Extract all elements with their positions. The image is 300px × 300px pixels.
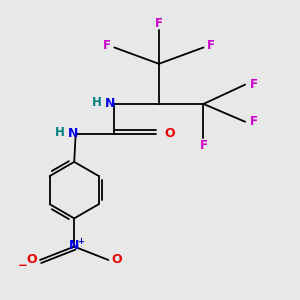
Text: F: F [155,16,163,30]
Text: F: F [207,40,215,52]
Text: N: N [68,127,78,140]
Text: H: H [54,126,64,139]
Text: F: F [200,139,208,152]
Text: N: N [69,239,80,252]
Text: F: F [103,40,111,52]
Text: F: F [249,115,257,128]
Text: F: F [249,78,257,91]
Text: +: + [77,237,84,246]
Text: O: O [164,127,175,140]
Text: O: O [26,254,37,266]
Text: −: − [18,259,28,272]
Text: H: H [92,96,101,109]
Text: N: N [105,98,115,110]
Text: O: O [111,254,122,266]
